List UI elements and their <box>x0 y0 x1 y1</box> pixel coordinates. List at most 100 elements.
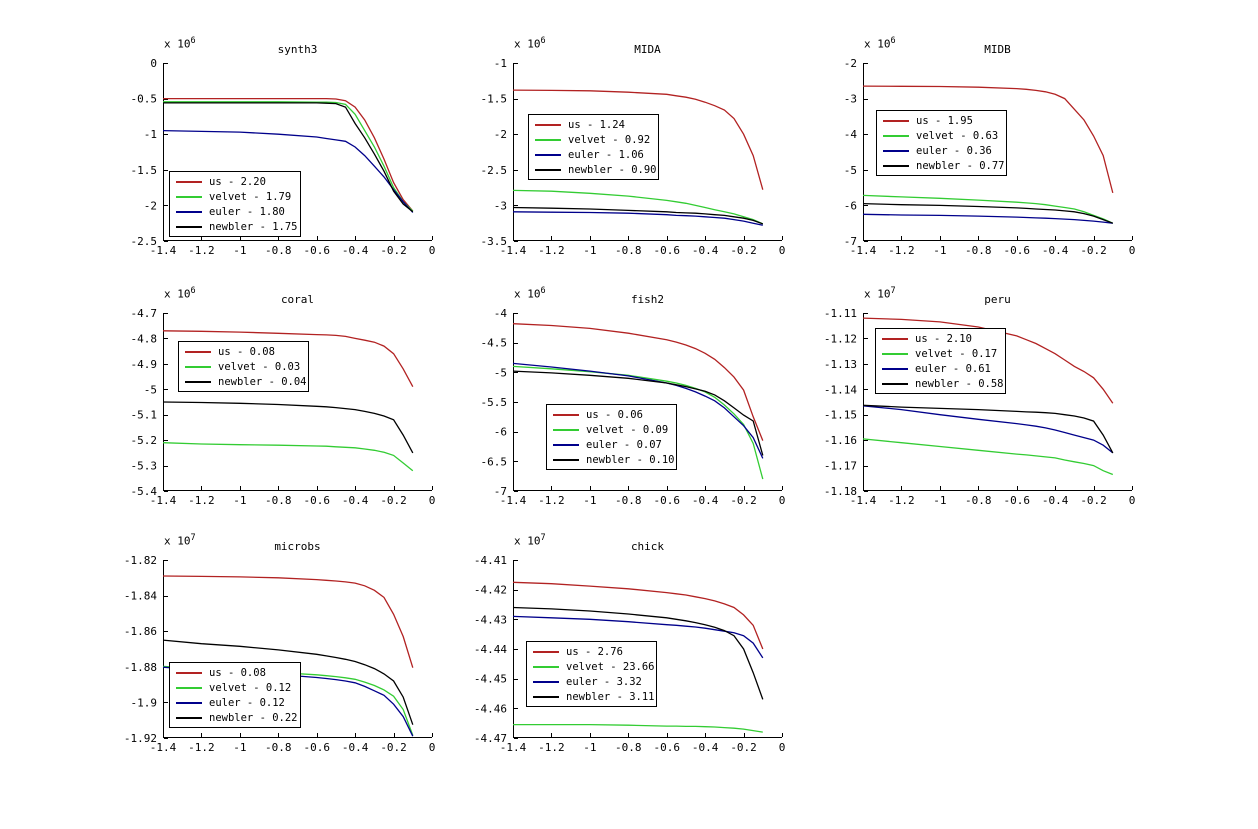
plot-canvas: -2 -3 -4 -5 -6 -7-1.4 -1.2 -1 -0.8 -0.6 -0.4 -0.2 0 <box>844 57 1136 257</box>
tick-marks <box>863 63 1133 242</box>
tick-marks <box>513 63 783 242</box>
x-tick-label: -1 <box>233 244 246 257</box>
legend-line-sample <box>535 123 561 126</box>
x-tick-label: -0.6 <box>653 741 680 754</box>
x-tick-label: -0.6 <box>1003 244 1029 257</box>
exponent-power: 6 <box>540 36 546 46</box>
x-tick-label: -1.2 <box>188 494 215 507</box>
x-tick-label: -1.2 <box>538 741 565 754</box>
series-line-euler <box>862 405 1114 454</box>
legend-line-sample <box>882 367 908 370</box>
x-tick-label: -0.8 <box>615 244 642 257</box>
legend-entry: us - 1.24 <box>529 117 658 132</box>
subplot-fish2: fish2 x 106 -4 -4.5 -5 -5.5 -6 -6.5 -7 -1.4 -1.2 -1… <box>465 280 815 530</box>
x-tick-label: -0.6 <box>653 244 680 257</box>
x-tick-label: -0.6 <box>303 244 330 257</box>
x-tick-label: -0.2 <box>380 244 407 257</box>
legend-entry: us - 2.76 <box>527 644 656 659</box>
x-tick-label: -1.4 <box>850 244 877 257</box>
y-tick-label: -1.84 <box>124 590 157 603</box>
x-tick-label: 0 <box>779 741 786 754</box>
y-tick-label: -1.14 <box>824 383 857 396</box>
legend-label: euler - 0.12 <box>209 696 285 709</box>
y-axis-exponent: x 107 <box>514 533 546 548</box>
legend-entry: newbler - 0.10 <box>547 452 676 467</box>
legend-entry: us - 2.10 <box>876 331 1005 346</box>
legend-label: us - 1.24 <box>568 118 625 131</box>
y-tick-label: -4.46 <box>474 702 507 715</box>
legend-line-sample <box>176 671 202 674</box>
axes <box>163 313 432 491</box>
exponent-power: 6 <box>190 36 196 46</box>
x-tick-label: -1.2 <box>538 244 565 257</box>
legend-entry: us - 0.06 <box>547 407 676 422</box>
series-line-velvet <box>512 189 764 225</box>
y-tick-label: -4.7 <box>131 307 158 320</box>
series-line-euler <box>512 362 764 459</box>
x-tick-label: -1.2 <box>188 244 215 257</box>
subplot-MIDA: MIDA x 106 -1 -1.5 -2 -2.5 -3 -3.5 -1.4 -1.2 -1 -0.… <box>465 30 815 280</box>
legend-label: velvet - 0.12 <box>209 681 292 694</box>
y-tick-label: -5 <box>144 383 157 396</box>
legend: us - 2.10 velvet - 0.17 euler - 0.61 newble… <box>875 328 1006 394</box>
legend-label: velvet - 0.63 <box>916 129 999 142</box>
legend-line-sample <box>533 695 559 698</box>
x-tick-label: -0.4 <box>342 494 369 507</box>
legend-label: euler - 0.07 <box>586 438 662 451</box>
series-line-us <box>512 89 764 190</box>
legend-entry: velvet - 23.66 <box>527 659 656 674</box>
x-tick-label: -0.4 <box>342 244 369 257</box>
x-tick-label: -0.4 <box>692 244 719 257</box>
axes <box>163 560 432 738</box>
x-tick-label: -1.2 <box>538 494 565 507</box>
y-tick-label: -4.42 <box>474 584 507 597</box>
legend-line-sample <box>553 428 579 431</box>
exponent-power: 6 <box>890 36 896 46</box>
y-tick-label: -3 <box>844 93 857 106</box>
x-tick-label: -1.2 <box>188 741 215 754</box>
y-tick-label: -5.3 <box>131 460 158 473</box>
x-tick-label: -0.2 <box>730 494 757 507</box>
legend-entry: newbler - 0.58 <box>876 376 1005 391</box>
series-line-euler <box>862 213 1113 224</box>
tick-marks <box>163 63 433 242</box>
x-tick-label: -1 <box>933 494 946 507</box>
series-line-newbler <box>862 202 1114 224</box>
legend-entry: newbler - 0.04 <box>179 374 308 389</box>
series-line-us <box>512 581 764 650</box>
legend: us - 0.08 velvet - 0.12 euler - 0.12 newble… <box>169 662 301 728</box>
series-line-us <box>862 317 1114 404</box>
x-tick-label: -1 <box>933 244 946 257</box>
y-tick-label: -5 <box>494 366 507 379</box>
x-tick-label: -1 <box>583 494 596 507</box>
x-tick-label: -0.8 <box>265 494 292 507</box>
y-tick-label: -4 <box>844 128 858 141</box>
legend-entry: euler - 1.80 <box>170 204 300 219</box>
x-tick-label: -1 <box>233 494 246 507</box>
legend-label: newbler - 0.90 <box>568 163 657 176</box>
x-tick-label: 0 <box>429 741 436 754</box>
plot-title: chick <box>630 540 665 553</box>
y-tick-label: -4.8 <box>131 332 158 345</box>
x-tick-label: -0.6 <box>1003 494 1029 507</box>
legend-entry: newbler - 0.22 <box>170 710 300 725</box>
legend-label: newbler - 0.22 <box>209 711 298 724</box>
x-tick-label: -1.4 <box>500 494 527 507</box>
legend-entry: euler - 0.36 <box>877 143 1006 158</box>
series-line-us <box>163 97 414 212</box>
legend-line-sample <box>176 716 202 719</box>
y-tick-label: -1.11 <box>824 307 857 320</box>
x-tick-label: -0.2 <box>730 244 757 257</box>
y-tick-label: -1 <box>494 57 507 70</box>
exponent-base: x 10 <box>164 37 191 51</box>
legend: us - 0.06 velvet - 0.09 euler - 0.07 newble… <box>546 404 677 470</box>
legend-line-sample <box>553 443 579 446</box>
series-line-newbler <box>512 606 764 700</box>
x-tick-label: -0.2 <box>1080 244 1107 257</box>
legend-line-sample <box>883 164 909 167</box>
legend-entry: euler - 3.32 <box>527 674 656 689</box>
legend-entry: velvet - 0.17 <box>876 346 1005 361</box>
subplot-MIDB: MIDB x 106 -2 -3 -4 -5 -6 -7 -1.4 -1.2 -1 -0.8 -0.6-… <box>815 30 1165 280</box>
exponent-base: x 10 <box>514 534 541 548</box>
plot-canvas: -1.82 -1.84 -1.86 -1.88 -1.9 -1.92-1.4 -1.2 -1 -… <box>124 554 436 754</box>
